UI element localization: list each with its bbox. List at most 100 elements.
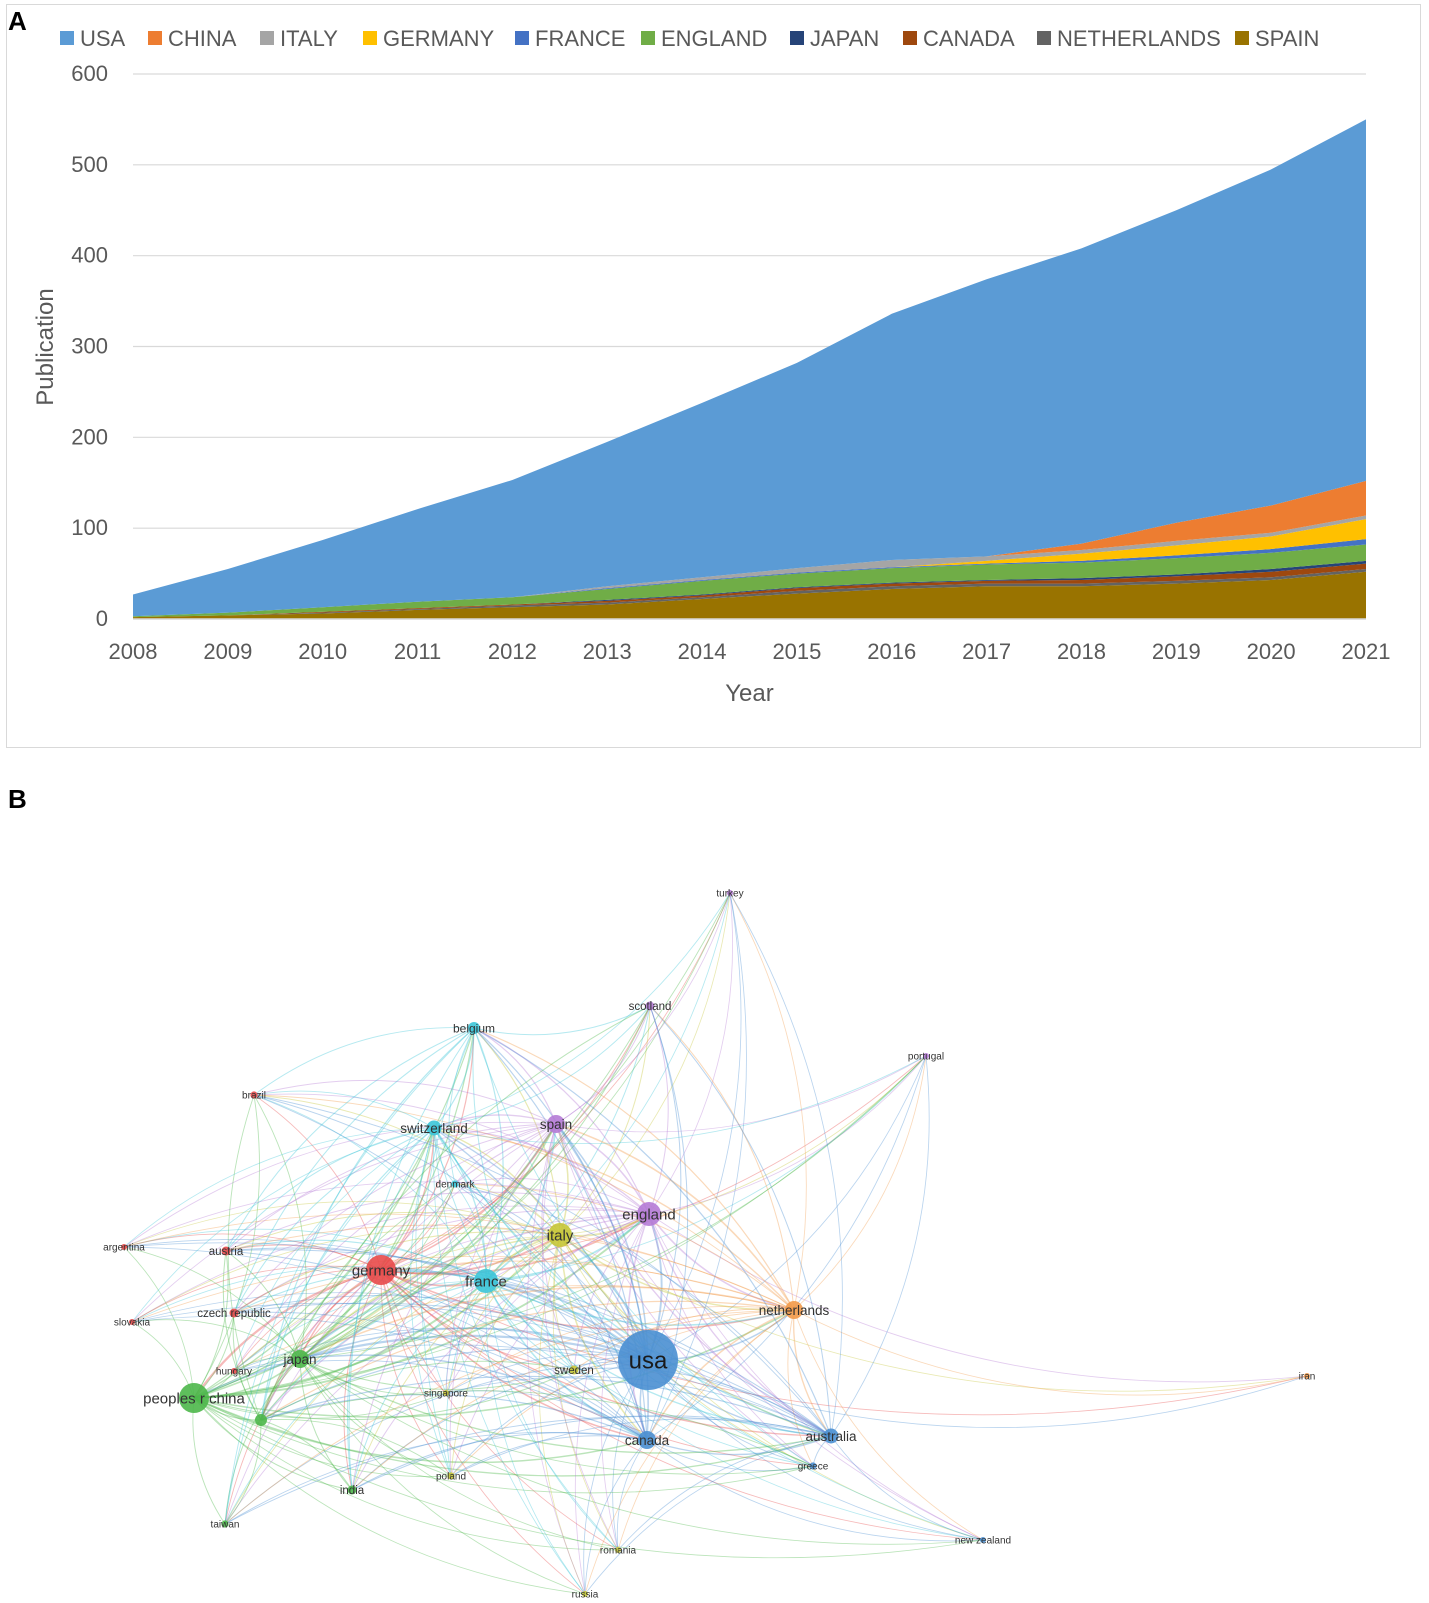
- network-link: [380, 1269, 795, 1331]
- network-link: [193, 1358, 301, 1399]
- network-link: [559, 1005, 651, 1236]
- area-series-spain: [133, 571, 1366, 619]
- network-link: [559, 1055, 927, 1236]
- network-link: [647, 1359, 1308, 1428]
- network-node-greece: [809, 1462, 817, 1470]
- network-link: [224, 1123, 557, 1525]
- network-link: [260, 1234, 561, 1421]
- network-link: [253, 1094, 487, 1282]
- network-node-label: denmark: [436, 1180, 476, 1191]
- network-link: [299, 1005, 651, 1360]
- network-link: [485, 1005, 651, 1282]
- network-link: [830, 1055, 930, 1437]
- network-link: [787, 1309, 814, 1467]
- network-link: [299, 1055, 927, 1360]
- x-tick-label: 2015: [772, 639, 821, 664]
- network-link: [445, 1280, 487, 1394]
- network-link: [526, 1123, 586, 1595]
- area-series-england: [133, 544, 1366, 618]
- network-link: [473, 1027, 557, 1125]
- network-link: [410, 1127, 452, 1477]
- network-link: [253, 1093, 650, 1215]
- network-link: [647, 1359, 814, 1467]
- network-link: [380, 1269, 1308, 1416]
- y-tick-label: 400: [71, 243, 108, 268]
- network-link: [224, 1280, 487, 1525]
- network-link: [224, 1359, 649, 1525]
- network-link: [555, 1123, 984, 1541]
- network-node-label: greece: [798, 1462, 829, 1473]
- x-tick-label: 2018: [1057, 639, 1106, 664]
- network-link: [485, 892, 731, 1282]
- network-node-label: poland: [436, 1472, 466, 1483]
- network-node-australia: [823, 1428, 839, 1444]
- network-node-usa: [618, 1330, 678, 1390]
- network-link: [224, 1127, 435, 1525]
- network-links: [123, 892, 1308, 1595]
- network-link: [450, 1359, 649, 1477]
- network-link: [260, 1027, 475, 1421]
- network-link: [233, 1344, 832, 1437]
- network-link: [299, 1354, 648, 1441]
- network-link: [253, 1094, 832, 1437]
- network-link: [646, 1055, 927, 1441]
- network-node-poland: [447, 1472, 455, 1480]
- network-link: [450, 1435, 648, 1477]
- legend-swatch-usa: [60, 31, 74, 45]
- network-link: [193, 1369, 575, 1421]
- network-node-label: usa: [629, 1348, 668, 1375]
- network-link: [299, 1269, 382, 1360]
- network-link: [260, 1300, 795, 1421]
- network-link: [380, 1269, 814, 1467]
- network-node-label: argentina: [103, 1243, 145, 1254]
- network-link: [233, 1123, 557, 1314]
- network-link: [233, 1327, 649, 1372]
- network-node-brazil: [250, 1091, 258, 1099]
- network-link: [260, 1393, 648, 1441]
- legend-swatch-england: [641, 31, 655, 45]
- network-link: [123, 1213, 795, 1311]
- network-link: [131, 1265, 487, 1323]
- network-link: [131, 1321, 195, 1399]
- network-link: [445, 1390, 648, 1441]
- network-node-taiwan: [221, 1520, 229, 1528]
- network-link: [225, 1244, 382, 1271]
- network-link: [123, 1246, 648, 1441]
- network-link: [793, 1309, 1308, 1396]
- network-link: [555, 1123, 650, 1215]
- network-link: [193, 1027, 475, 1399]
- network-link: [299, 1358, 984, 1545]
- network-link: [555, 1123, 814, 1467]
- network-node-sweden: [569, 1365, 579, 1375]
- network-link: [647, 1213, 663, 1361]
- network-link: [555, 892, 731, 1125]
- network-link: [646, 1309, 795, 1441]
- network-link: [729, 892, 807, 1311]
- network-link: [380, 1269, 648, 1441]
- network-link: [454, 1183, 649, 1361]
- network-link: [433, 1055, 927, 1145]
- network-link: [224, 1431, 648, 1525]
- network-link: [380, 1269, 984, 1541]
- x-tick-label: 2008: [109, 639, 158, 664]
- legend-label-canada: CANADA: [923, 26, 1015, 51]
- network-link: [485, 1280, 984, 1541]
- network-link: [433, 1127, 586, 1595]
- network-node-label: slovakia: [114, 1318, 151, 1329]
- network-node-portugal: [923, 1053, 929, 1059]
- x-tick-label: 2014: [678, 639, 727, 664]
- network-link: [253, 1027, 475, 1096]
- network-link: [648, 892, 734, 1215]
- network-link: [299, 1327, 649, 1361]
- network-link: [233, 1285, 795, 1372]
- network-link: [647, 1359, 832, 1437]
- network-link: [123, 1233, 382, 1271]
- network-link: [299, 1234, 561, 1360]
- legend-label-japan: JAPAN: [810, 26, 879, 51]
- network-link: [299, 1183, 456, 1360]
- network-link: [573, 1369, 648, 1441]
- network-link: [193, 1370, 235, 1399]
- network-node-turkey: [727, 890, 733, 896]
- network-link: [473, 1005, 651, 1036]
- network-node-label: portugal: [908, 1052, 944, 1063]
